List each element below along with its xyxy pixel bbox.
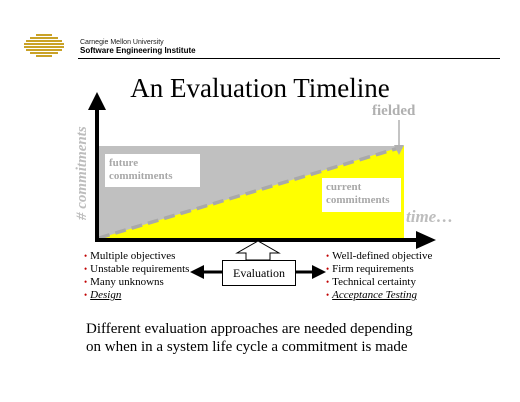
- institution-name: Carnegie Mellon University: [80, 39, 164, 46]
- current-label-line-2: commitments: [326, 194, 390, 206]
- acceptance-testing-emphasis: Acceptance Testing: [332, 289, 417, 301]
- list-item: • Unstable requirements: [84, 263, 190, 275]
- bullet-icon: •: [84, 277, 88, 287]
- bullet-icon: •: [84, 251, 88, 261]
- list-item: • Well-defined objective: [326, 250, 433, 262]
- bullet-icon: •: [84, 264, 88, 274]
- sei-logo-icon: [24, 34, 64, 57]
- future-label-line-1: future: [109, 157, 139, 169]
- fielded-arrow-head: [394, 145, 404, 155]
- future-label-line-2: commitments: [109, 170, 173, 182]
- bullet-icon: •: [326, 277, 330, 287]
- header-divider: [78, 58, 500, 59]
- early-stage-characteristics: • Multiple objectives • Unstable requireme…: [84, 250, 189, 302]
- current-label-line-1: current: [326, 181, 362, 193]
- bullet-icon: •: [326, 251, 330, 261]
- evaluation-pointer-arrow: [235, 240, 281, 261]
- caption-line-1: Different evaluation approaches are need…: [86, 321, 413, 337]
- list-item: • Technical certainty: [326, 276, 416, 288]
- current-commitments-box: current commitments: [322, 178, 401, 212]
- future-commitments-box: future commitments: [105, 154, 200, 187]
- design-emphasis: Design: [90, 289, 122, 301]
- list-item: • Many unknowns: [84, 276, 164, 288]
- list-item: • Firm requirements: [326, 263, 414, 275]
- institute-name: Software Engineering Institute: [80, 46, 196, 55]
- list-item: • Acceptance Testing: [326, 289, 432, 302]
- x-axis-label: time…: [406, 207, 454, 226]
- bullet-icon: •: [326, 264, 330, 274]
- fielded-label: fielded: [372, 103, 416, 119]
- left-arrow-head: [190, 265, 204, 279]
- bullet-icon: •: [84, 290, 88, 300]
- late-stage-characteristics: • Well-defined objective • Firm requiremen…: [326, 250, 432, 302]
- list-item: • Multiple objectives: [84, 250, 176, 262]
- y-axis-label: # commitments: [74, 126, 90, 220]
- evaluation-box: Evaluation: [222, 260, 296, 286]
- right-arrow-head: [312, 265, 326, 279]
- slide-caption: Different evaluation approaches are need…: [86, 320, 506, 356]
- commitment-trend-line: [98, 145, 403, 240]
- caption-line-2: on when in a system life cycle a commitm…: [86, 339, 408, 355]
- y-axis-arrowhead: [88, 92, 106, 110]
- page-title: An Evaluation Timeline: [130, 73, 390, 103]
- bullet-icon: •: [326, 290, 330, 300]
- list-item: • Design: [84, 289, 189, 302]
- x-axis-arrowhead: [416, 231, 436, 249]
